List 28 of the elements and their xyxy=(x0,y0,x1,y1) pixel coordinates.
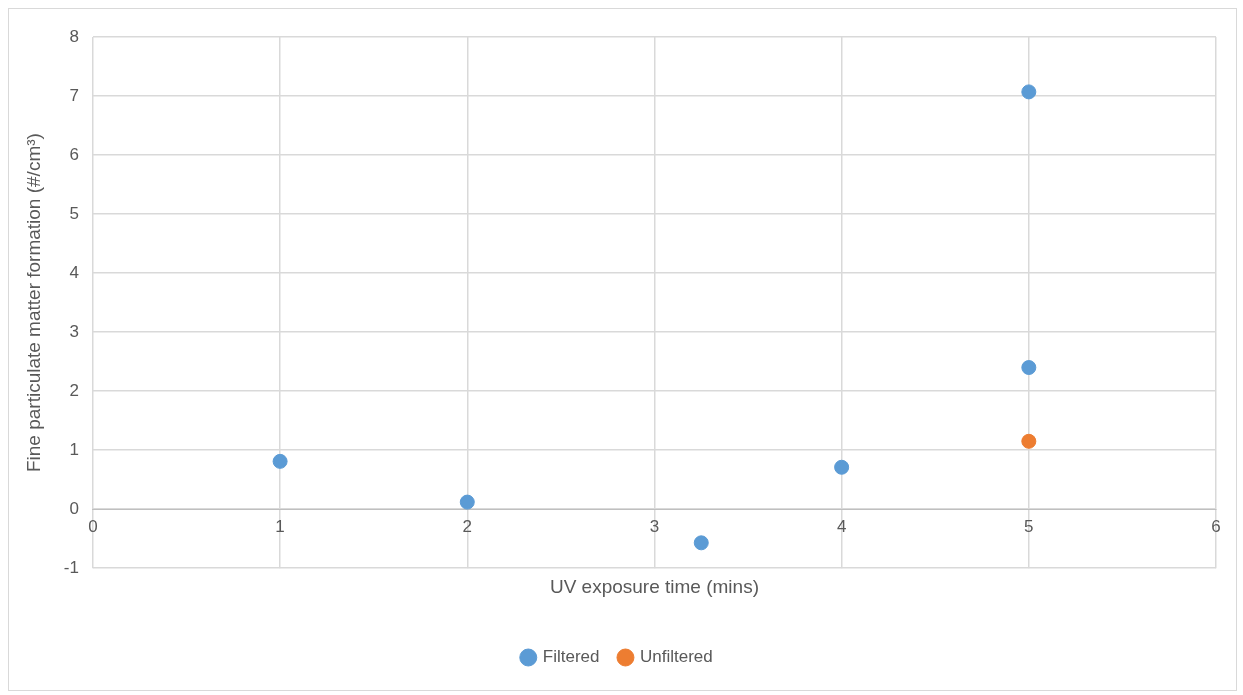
legend-label: Unfiltered xyxy=(639,647,713,667)
point xyxy=(1021,360,1037,376)
point xyxy=(1021,433,1037,449)
x-axis-title: UV exposure time (mins) xyxy=(549,575,759,597)
y-tick-label: 3 xyxy=(69,321,79,341)
point xyxy=(1021,84,1037,100)
x-tick-label: 2 xyxy=(462,517,473,537)
y-tick-label: 7 xyxy=(69,85,79,105)
point xyxy=(834,459,850,475)
point xyxy=(272,453,288,469)
x-tick-label: 3 xyxy=(649,517,660,537)
x-tick-label: 4 xyxy=(836,517,847,537)
point xyxy=(459,494,475,510)
y-tick-label: -1 xyxy=(63,557,79,577)
x-tick-label: 0 xyxy=(88,517,98,537)
x-tick-label: 6 xyxy=(1211,517,1221,537)
y-axis-title: Fine particulate matter formation (#/cm³) xyxy=(22,133,44,473)
y-tick-label: 6 xyxy=(69,144,79,164)
x-tick-label: 1 xyxy=(275,517,285,537)
y-tick-label: 0 xyxy=(69,498,79,518)
y-tick-label: 2 xyxy=(69,380,79,400)
y-tick-label: 1 xyxy=(69,439,79,459)
y-tick-label: 8 xyxy=(69,26,79,46)
y-tick-label: 5 xyxy=(69,203,79,223)
x-tick-label: 5 xyxy=(1024,517,1034,537)
y-tick-label: 4 xyxy=(69,262,79,282)
point xyxy=(693,535,709,551)
legend-label: Filtered xyxy=(542,647,600,667)
